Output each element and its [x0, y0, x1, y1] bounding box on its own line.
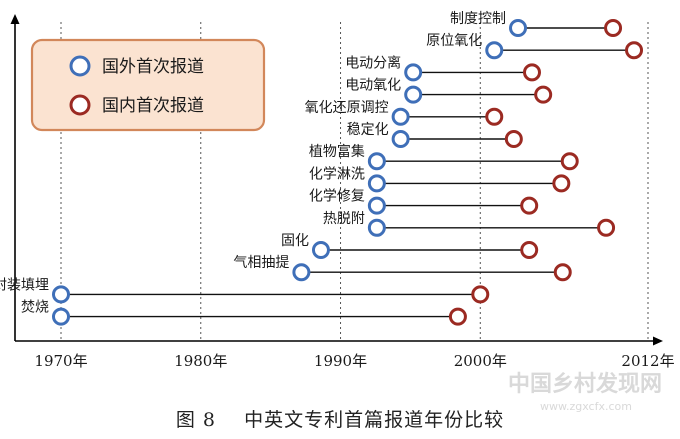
domestic-marker [520, 241, 539, 259]
foreign-marker [404, 63, 423, 82]
legend-foreign-marker [69, 55, 91, 77]
legend-domestic-label: 国内首次报道 [102, 96, 204, 116]
foreign-marker [52, 285, 70, 304]
row-13: 封装填埋 [0, 277, 490, 304]
domestic-marker [520, 196, 539, 215]
row-3: 电动分离 [345, 54, 541, 82]
row-label: 化学修复 [309, 188, 365, 205]
row-4: 电动氧化 [345, 78, 553, 104]
legend-domestic-marker [69, 94, 91, 116]
row-5: 氧化还原调控 [305, 100, 504, 126]
watermark-url: www.zgxcfx.com [540, 400, 632, 413]
row-label: 热脱附 [323, 211, 365, 227]
domestic-marker [597, 218, 616, 237]
row-11: 固化 [281, 233, 539, 259]
row-7: 植物富集 [309, 143, 579, 171]
legend-foreign-label: 国外首次报道 [102, 57, 204, 77]
domestic-marker [522, 63, 541, 82]
row-label: 电动氧化 [345, 78, 401, 94]
domestic-marker [552, 174, 571, 193]
domestic-marker [504, 130, 523, 148]
x-tick-labels: 1970年 1980年 1990年 2000年 2012年 [34, 352, 674, 370]
foreign-marker [485, 41, 504, 60]
row-10: 热脱附 [323, 211, 616, 237]
row-label: 氧化还原调控 [305, 100, 389, 116]
x-tick-label-1970: 1970年 [34, 352, 87, 370]
foreign-marker [367, 218, 386, 237]
row-6: 稳定化 [347, 122, 523, 148]
row-label: 气相抽提 [233, 255, 289, 271]
domestic-marker [471, 285, 490, 304]
foreign-marker [52, 307, 70, 326]
y-axis-arrow [10, 14, 20, 24]
x-tick-label-1990: 1990年 [314, 352, 367, 370]
row-label: 化学淋洗 [309, 166, 365, 182]
row-8: 化学淋洗 [309, 166, 571, 193]
x-tick-label-2012: 2012年 [621, 352, 674, 370]
row-2: 原位氧化 [426, 33, 644, 60]
row-14: 焚烧 [21, 300, 467, 326]
domestic-marker [560, 152, 579, 171]
row-label: 原位氧化 [426, 33, 482, 49]
x-axis-arrow [653, 336, 663, 346]
legend-box [30, 38, 266, 132]
foreign-marker [391, 130, 410, 148]
row-label: 植物富集 [309, 143, 365, 160]
domestic-marker [604, 19, 623, 37]
domestic-marker [485, 107, 504, 126]
watermark-name: 中国乡村发现网 [508, 371, 662, 397]
domestic-marker [553, 263, 572, 282]
figure-caption: 图 8 中英文专利首篇报道年份比较 [176, 409, 504, 431]
foreign-marker [311, 241, 330, 259]
domestic-marker [625, 41, 644, 60]
foreign-marker [404, 85, 423, 104]
axes [10, 14, 663, 346]
row-label: 封装填埋 [0, 277, 49, 293]
foreign-marker [391, 107, 410, 126]
row-9: 化学修复 [309, 188, 539, 215]
legend: 国外首次报道 国内首次报道 [30, 38, 266, 132]
watermark: 中国乡村发现网 www.zgxcfx.com [508, 371, 662, 413]
domestic-marker [534, 85, 553, 104]
foreign-marker [509, 19, 528, 37]
x-tick-label-1980: 1980年 [174, 352, 227, 370]
x-tick-label-2000: 2000年 [454, 352, 507, 370]
foreign-marker [292, 263, 311, 282]
foreign-marker [367, 174, 386, 193]
foreign-marker [367, 152, 386, 171]
row-label: 固化 [281, 233, 309, 249]
row-label: 焚烧 [21, 300, 49, 316]
row-12: 气相抽提 [233, 255, 572, 282]
dumbbell-rows: 制度控制原位氧化电动分离电动氧化氧化还原调控稳定化植物富集化学淋洗化学修复热脱附… [0, 11, 644, 326]
foreign-marker [367, 196, 386, 215]
row-label: 稳定化 [347, 122, 389, 138]
row-label: 制度控制 [450, 11, 506, 27]
row-label: 电动分离 [345, 54, 401, 71]
row-1: 制度控制 [450, 11, 623, 37]
domestic-marker [448, 307, 467, 326]
